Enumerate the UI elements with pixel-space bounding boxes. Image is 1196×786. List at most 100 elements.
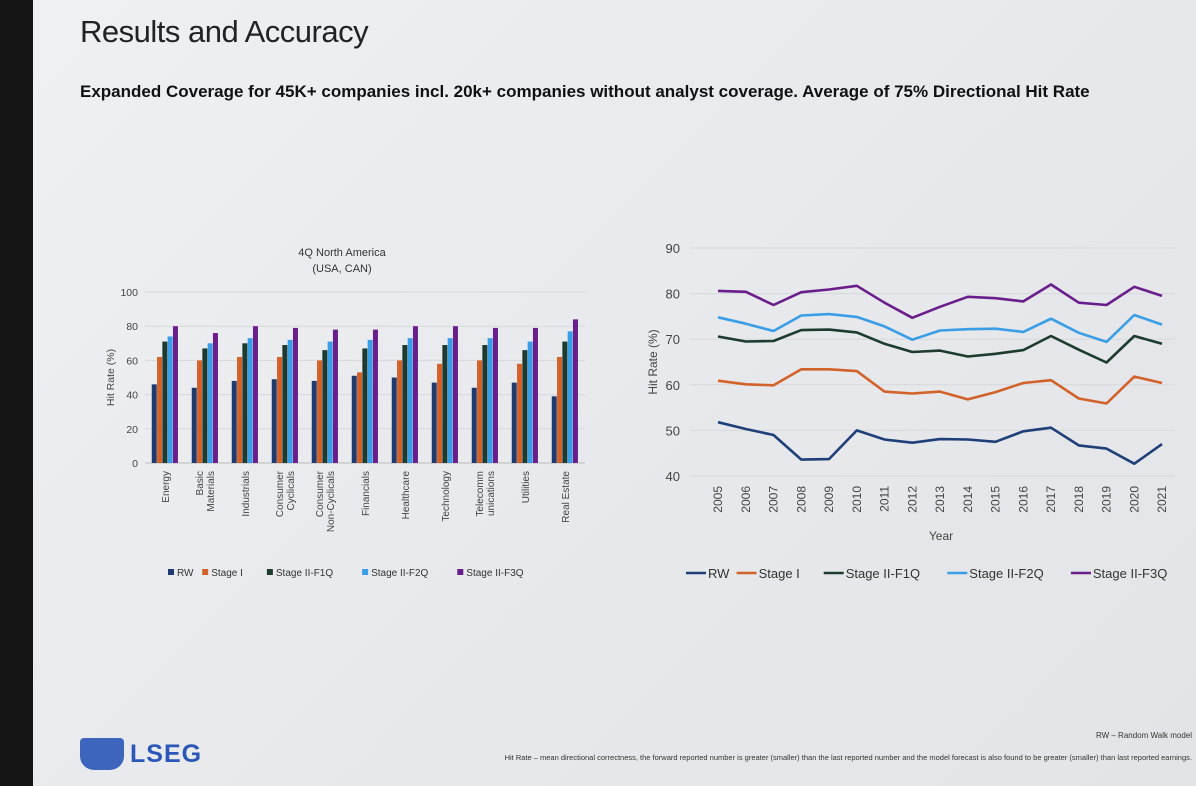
bar-category-label: Real Estate xyxy=(561,471,572,523)
line-x-tick-label: 2011 xyxy=(878,486,892,512)
line-x-tick-label: 2010 xyxy=(850,486,864,513)
bar xyxy=(471,387,477,463)
bar xyxy=(442,345,448,463)
bar xyxy=(477,360,483,463)
bar-category-label: Technology xyxy=(441,471,452,522)
bar-legend-label: Stage I xyxy=(211,568,243,579)
bar xyxy=(511,382,517,463)
line-x-tick-label: 2015 xyxy=(989,486,1003,513)
bar-category-label-line: Technology xyxy=(441,471,452,522)
bar xyxy=(437,363,443,463)
bar xyxy=(562,341,568,463)
line-x-tick-label: 2016 xyxy=(1016,486,1030,513)
slide-title: Results and Accuracy xyxy=(80,14,369,49)
bar xyxy=(197,360,203,463)
slide-subtitle: Expanded Coverage for 45K+ companies inc… xyxy=(80,82,1090,101)
bar xyxy=(231,380,237,463)
logo-text: LSEG xyxy=(130,739,203,768)
bar xyxy=(367,339,373,463)
bar-category-label: Telecommunications xyxy=(475,471,497,517)
bar-legend-swatch xyxy=(266,569,273,575)
line-x-tick-label: 2017 xyxy=(1044,486,1058,513)
bar-legend-label: Stage II-F3Q xyxy=(466,568,523,579)
bar xyxy=(327,341,333,463)
bar xyxy=(492,327,498,463)
line-series-stage-i xyxy=(717,367,1163,405)
bar xyxy=(482,345,488,463)
bar-category-label-line: Energy xyxy=(161,471,172,503)
bar xyxy=(362,348,368,463)
bar xyxy=(357,372,363,463)
bar xyxy=(237,356,243,463)
bar-category-label: Utilities xyxy=(521,471,532,503)
bar-category-label: Industrials xyxy=(241,471,252,517)
bar xyxy=(487,338,493,463)
bar-y-tick-label: 60 xyxy=(126,355,138,367)
bar-category-label-line: Financials xyxy=(361,471,372,516)
line-legend-label: Stage II-F3Q xyxy=(1093,566,1167,581)
bar xyxy=(247,338,253,463)
bar xyxy=(157,356,163,463)
bar-category-label-line: Healthcare xyxy=(401,471,412,520)
bar xyxy=(397,360,403,463)
bar-legend-swatch xyxy=(168,569,174,575)
rw-note: RW – Random Walk model xyxy=(1095,731,1192,740)
line-x-tick-label: 2021 xyxy=(1155,486,1169,513)
line-x-axis-label: Year xyxy=(929,529,953,543)
bar xyxy=(277,356,283,463)
line-x-tick-label: 2018 xyxy=(1072,486,1086,513)
bar-chart-title: 4Q North America xyxy=(298,247,386,259)
bar-y-axis-label: Hit Rate (%) xyxy=(105,349,117,406)
bar-y-tick-label: 0 xyxy=(132,458,138,470)
bar-category-label-line: Real Estate xyxy=(561,471,572,523)
bar xyxy=(431,382,437,463)
bar xyxy=(527,341,533,463)
line-y-tick-label: 40 xyxy=(666,469,680,484)
bar xyxy=(572,319,578,463)
bar-category-label-line: Non-Cyclicals xyxy=(326,471,337,532)
bar xyxy=(282,345,288,463)
bar xyxy=(517,363,523,463)
bar-category-label-line: unications xyxy=(486,471,497,516)
bar xyxy=(271,379,277,463)
bar xyxy=(391,377,397,463)
bar-category-label-line: Consumer xyxy=(315,470,326,517)
bar-category-label: Healthcare xyxy=(401,471,412,520)
bar-legend-swatch xyxy=(362,569,369,575)
line-x-tick-label: 2007 xyxy=(767,486,781,513)
line-legend-label: Stage II-F2Q xyxy=(969,566,1043,581)
bar xyxy=(447,338,453,463)
bar xyxy=(402,345,408,463)
bar xyxy=(172,326,178,463)
line-x-tick-label: 2013 xyxy=(933,486,947,513)
screen-edge xyxy=(0,0,33,786)
footnote: Hit Rate – mean directional correctness,… xyxy=(504,753,1192,762)
lseg-crest-icon xyxy=(80,738,124,770)
line-x-tick-label: 2014 xyxy=(961,486,975,513)
line-y-axis-label: Hit Rate (%) xyxy=(646,329,660,394)
bar-y-tick-label: 80 xyxy=(126,321,138,333)
bar xyxy=(317,360,323,463)
line-x-tick-label: 2020 xyxy=(1127,486,1141,513)
bar-y-tick-label: 100 xyxy=(120,287,138,299)
bar xyxy=(202,348,208,463)
line-y-tick-label: 50 xyxy=(666,423,680,438)
bar-category-label-line: Utilities xyxy=(521,471,532,503)
bar-category-label: BasicMaterials xyxy=(195,471,217,512)
bar xyxy=(191,387,197,463)
line-series-stage-ii-f1q xyxy=(717,328,1163,364)
bar-category-label-line: Basic xyxy=(195,471,206,495)
bar-legend-label: Stage II-F1Q xyxy=(276,568,333,579)
bar xyxy=(452,326,458,463)
line-y-tick-label: 70 xyxy=(666,332,680,347)
bar xyxy=(412,326,418,463)
line-y-tick-label: 60 xyxy=(666,378,680,393)
bar-category-label: Financials xyxy=(361,471,372,516)
line-x-tick-label: 2006 xyxy=(739,486,753,513)
bar xyxy=(252,326,258,463)
line-x-tick-label: 2019 xyxy=(1100,486,1114,513)
line-legend-label: RW xyxy=(708,566,730,581)
line-legend-label: Stage I xyxy=(759,566,800,581)
bar xyxy=(151,384,157,463)
